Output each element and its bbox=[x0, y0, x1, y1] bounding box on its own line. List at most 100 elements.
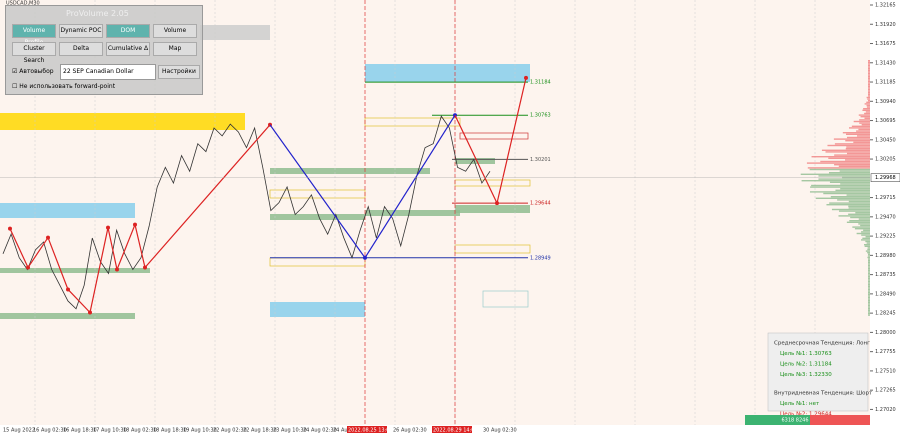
volume-profile-bar bbox=[868, 88, 870, 91]
volume-profile-bar bbox=[866, 242, 870, 244]
volume-profile-bar bbox=[868, 276, 870, 278]
volume-profile-bar bbox=[868, 82, 870, 84]
volume-profile-bar bbox=[845, 148, 870, 150]
volume-profile-bar bbox=[860, 224, 870, 227]
volume-profile-bar bbox=[866, 96, 870, 99]
volume-profile-bar bbox=[811, 156, 870, 158]
volume-profile-bar bbox=[866, 106, 870, 108]
volume-profile-bar bbox=[834, 164, 870, 166]
y-tick-label: 1.28000 bbox=[875, 330, 896, 336]
volume-profile-bar bbox=[818, 175, 870, 177]
volume-profile-bar bbox=[868, 295, 870, 297]
volume-profile-bar bbox=[868, 311, 870, 313]
level-label: 1.30201 bbox=[530, 157, 551, 163]
volume-profile-bar bbox=[868, 284, 870, 286]
volume-profile-bar bbox=[868, 293, 870, 295]
volume-profile-bar bbox=[861, 124, 870, 126]
volume-profile-bar bbox=[868, 312, 870, 315]
volume-profile-bar bbox=[868, 90, 870, 92]
volume-profile-bar bbox=[846, 221, 870, 223]
panel-button[interactable]: Map bbox=[153, 42, 197, 56]
volume-profile-bar bbox=[865, 250, 870, 252]
volume-profile-bar bbox=[868, 301, 870, 303]
volume-profile-bar bbox=[840, 183, 870, 185]
panel-button[interactable]: DOM bbox=[106, 24, 150, 38]
panel-button[interactable]: Cluster Search bbox=[12, 42, 56, 64]
volume-profile-bar bbox=[864, 245, 870, 247]
volume-profile-bar bbox=[868, 288, 870, 291]
zigzag-segment bbox=[67, 289, 91, 313]
zone bbox=[455, 205, 530, 213]
volume-profile-bar bbox=[868, 282, 870, 284]
date-label: 16 Aug 18:30 bbox=[63, 428, 97, 434]
y-tick-label: 1.29715 bbox=[875, 195, 896, 201]
volume-profile-bar bbox=[848, 205, 870, 207]
date-label: 17 Aug 10:30 bbox=[93, 428, 127, 434]
volume-profile-bar bbox=[868, 266, 870, 268]
volume-profile-bar bbox=[862, 109, 870, 111]
date-label: 26 Aug 02:30 bbox=[393, 428, 427, 434]
zigzag-segment bbox=[116, 224, 136, 270]
panel-button[interactable]: Volume Profile bbox=[12, 24, 56, 46]
current-price-label: 1.29968 bbox=[875, 175, 896, 181]
volume-profile-bar bbox=[858, 223, 870, 225]
date-label: 2022.08.29 14:00 bbox=[433, 428, 478, 434]
volume-profile-bar bbox=[846, 136, 870, 139]
volume-profile-bar bbox=[868, 272, 870, 275]
date-label: 19 Aug 10:30 bbox=[183, 428, 217, 434]
zigzag-segment bbox=[107, 227, 118, 270]
date-label: 22 Aug 18:30 bbox=[243, 428, 277, 434]
panel-button[interactable]: Cumulative Δ bbox=[106, 42, 150, 56]
panel-button[interactable]: Volume bbox=[153, 24, 197, 38]
volume-profile-bar bbox=[867, 248, 870, 251]
current-price-box bbox=[870, 173, 900, 182]
level-label: 1.31184 bbox=[530, 80, 551, 86]
volume-profile-bar bbox=[858, 128, 870, 131]
volume-profile-bar bbox=[831, 208, 870, 211]
volume-profile-bar bbox=[868, 308, 870, 310]
forecast-line: Среднесрочная Тенденция: Лонг bbox=[774, 341, 870, 347]
volume-profile-bar bbox=[865, 111, 870, 113]
volume-profile-bar bbox=[868, 314, 870, 316]
y-tick-label: 1.27510 bbox=[875, 368, 896, 374]
zone-outline bbox=[454, 179, 531, 187]
volume-profile-bar bbox=[867, 252, 870, 254]
volume-profile-bar bbox=[845, 140, 870, 142]
volume-profile-bar bbox=[868, 298, 870, 300]
volume-profile-bar bbox=[868, 84, 870, 86]
date-label: 30 Aug 02:30 bbox=[483, 428, 517, 434]
level-label: 1.29644 bbox=[530, 201, 551, 207]
zone-outline bbox=[459, 132, 529, 140]
panel-button[interactable]: Dynamic POC bbox=[59, 24, 103, 38]
volume-profile-bar bbox=[807, 167, 870, 169]
volume-profile-bar bbox=[834, 154, 870, 156]
settings-button[interactable]: Настройки bbox=[158, 65, 200, 79]
volume-profile-bar bbox=[866, 104, 870, 107]
volume-profile-bar bbox=[860, 116, 870, 118]
volume-profile-bar bbox=[868, 279, 870, 281]
zone bbox=[270, 214, 365, 220]
volume-profile-bar bbox=[868, 258, 870, 260]
volume-profile-bar bbox=[846, 194, 870, 196]
volume-profile-bar bbox=[811, 184, 870, 187]
zone-outline bbox=[269, 257, 366, 267]
y-tick-label: 1.30940 bbox=[875, 99, 896, 105]
volume-profile-bar bbox=[823, 192, 870, 195]
volume-profile-bar bbox=[800, 173, 870, 175]
zone bbox=[200, 25, 270, 40]
zone bbox=[270, 168, 430, 174]
volume-profile-bar bbox=[868, 71, 870, 73]
y-tick-label: 1.31920 bbox=[875, 22, 896, 28]
instrument-select[interactable]: 22 SEP Canadian Dollar bbox=[60, 64, 156, 80]
y-tick-label: 1.28980 bbox=[875, 253, 896, 259]
zone-outline bbox=[482, 290, 529, 308]
volume-profile-bar bbox=[868, 72, 870, 75]
bottom-bar-red bbox=[810, 415, 870, 425]
y-tick-label: 1.30695 bbox=[875, 118, 896, 124]
panel-button[interactable]: Delta bbox=[59, 42, 103, 56]
forward-checkbox[interactable]: ☐ Не использовать forward-point bbox=[12, 83, 116, 90]
auto-checkbox[interactable]: ☑ Автовыбор bbox=[12, 68, 54, 75]
volume-profile-bar bbox=[839, 170, 870, 172]
volume-profile-bar bbox=[868, 264, 870, 267]
forecast-box bbox=[767, 332, 869, 412]
